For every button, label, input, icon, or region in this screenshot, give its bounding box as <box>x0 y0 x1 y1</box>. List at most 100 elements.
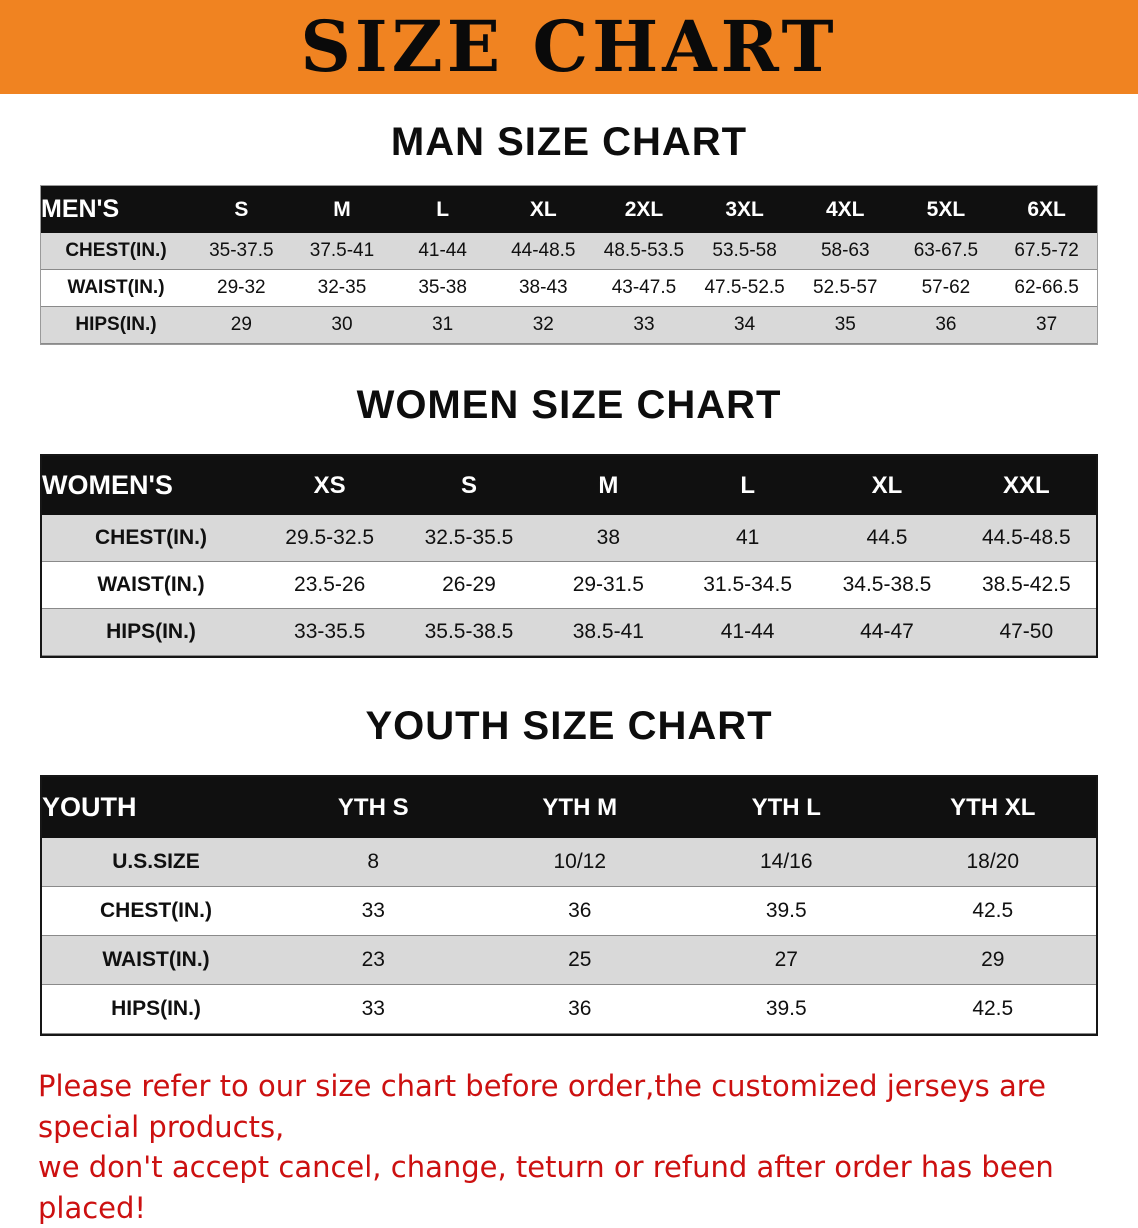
size-value-cell: 32-35 <box>317 277 367 298</box>
col-header-xs: XS <box>313 471 346 499</box>
col-header-yth-xl: YTH XL <box>950 793 1036 821</box>
size-value-cell: 44-48.5 <box>511 240 576 261</box>
size-value-cell: 52.5-57 <box>813 277 878 298</box>
table-row-chest-in: CHEST(IN.) 33 36 39.5 42.5 <box>42 887 1096 936</box>
men-section-heading: MAN SIZE CHART <box>390 120 748 164</box>
youth-size-table: YOUTH YTH S YTH M YTH L YTH XL U.S.SIZE 8 10/12… <box>40 775 1098 1036</box>
size-value-cell: 29 <box>981 948 1005 971</box>
size-value-cell: 29-32 <box>217 277 266 298</box>
size-value-cell: 33 <box>361 997 385 1020</box>
table-row-waist-in: WAIST(IN.) 23.5-26 26-29 29-31.5 31.5-34.5 34… <box>42 562 1096 609</box>
size-value-cell: 34.5-38.5 <box>842 573 932 596</box>
col-header-yth-l: YTH L <box>751 793 821 821</box>
table-header-row: WOMEN'S XS S M L XL XXL <box>42 456 1096 515</box>
women-size-section: WOMEN SIZE CHART WOMEN'S XS S M L XL XXL CHEST(… <box>0 345 1138 658</box>
size-value-cell: 35-38 <box>418 277 467 298</box>
men-size-section: MAN SIZE CHART MEN'S S M L XL 2XL 3XL 4XL 5XL 6XL… <box>0 94 1138 345</box>
row-label-chest-in: CHEST(IN.) <box>100 899 212 922</box>
col-header-2xl: 2XL <box>624 197 664 221</box>
youth-size-section: YOUTH SIZE CHART YOUTH YTH S YTH M YTH L YTH… <box>0 658 1138 1036</box>
col-header-m: M <box>333 197 351 221</box>
table-row-chest-in: CHEST(IN.) 35-37.5 37.5-41 41-44 44-48.5 48.5… <box>41 233 1097 270</box>
row-label-u-s-size: U.S.SIZE <box>112 850 200 873</box>
row-label-chest-in: CHEST(IN.) <box>95 526 207 549</box>
table-header-row: YOUTH YTH S YTH M YTH L YTH XL <box>42 777 1096 838</box>
women-section-heading: WOMEN SIZE CHART <box>356 383 782 427</box>
table-corner-label-men-s: MEN'S <box>41 195 120 223</box>
size-value-cell: 41 <box>735 526 760 549</box>
size-value-cell: 33 <box>633 314 655 335</box>
size-value-cell: 58-63 <box>820 240 870 261</box>
size-value-cell: 57-62 <box>921 277 971 298</box>
size-value-cell: 31 <box>432 314 454 335</box>
table-corner-label-youth: YOUTH <box>42 792 137 822</box>
table-row-hips-in: HIPS(IN.) 29 30 31 32 33 34 35 36 37 <box>41 306 1097 344</box>
size-value-cell: 26-29 <box>442 573 496 596</box>
size-value-cell: 32 <box>532 314 554 335</box>
size-value-cell: 33 <box>361 899 385 922</box>
size-value-cell: 37.5-41 <box>309 240 375 261</box>
size-value-cell: 31.5-34.5 <box>703 573 793 596</box>
size-value-cell: 38.5-41 <box>572 620 644 643</box>
size-value-cell: 42.5 <box>972 899 1014 922</box>
size-value-cell: 36 <box>935 314 957 335</box>
men-size-table: MEN'S S M L XL 2XL 3XL 4XL 5XL 6XL CHEST(IN.) 35-37… <box>40 185 1098 345</box>
size-value-cell: 10/12 <box>553 850 607 873</box>
size-value-cell: 43-47.5 <box>611 277 677 298</box>
size-value-cell: 23.5-26 <box>294 573 366 596</box>
row-label-waist-in: WAIST(IN.) <box>67 277 165 298</box>
size-value-cell: 18/20 <box>966 850 1020 873</box>
col-header-xl: XL <box>529 197 557 221</box>
col-header-l: L <box>436 197 450 221</box>
col-header-s: S <box>234 197 249 221</box>
size-value-cell: 47.5-52.5 <box>704 277 785 298</box>
order-notice: Please refer to our size chart before or… <box>38 1066 1100 1228</box>
size-value-cell: 32.5-35.5 <box>424 526 514 549</box>
size-value-cell: 44.5 <box>866 526 908 549</box>
size-value-cell: 39.5 <box>765 997 807 1020</box>
size-value-cell: 36 <box>568 899 592 922</box>
size-value-cell: 48.5-53.5 <box>603 240 685 261</box>
size-value-cell: 38 <box>596 526 620 549</box>
col-header-yth-m: YTH M <box>542 793 618 821</box>
size-value-cell: 44.5-48.5 <box>981 526 1071 549</box>
size-value-cell: 25 <box>568 948 592 971</box>
row-label-waist-in: WAIST(IN.) <box>102 948 210 971</box>
size-value-cell: 41-44 <box>418 240 467 261</box>
size-value-cell: 30 <box>331 314 353 335</box>
size-value-cell: 39.5 <box>765 899 807 922</box>
size-value-cell: 44-47 <box>860 620 914 643</box>
table-row-chest-in: CHEST(IN.) 29.5-32.5 32.5-35.5 38 41 44.5 44.5… <box>42 515 1096 562</box>
table-row-waist-in: WAIST(IN.) 29-32 32-35 35-38 38-43 43-47.5 47.… <box>41 270 1097 307</box>
size-value-cell: 36 <box>568 997 592 1020</box>
size-value-cell: 34 <box>734 314 756 335</box>
size-value-cell: 38-43 <box>518 277 568 298</box>
page-title: SIZE CHART <box>300 5 838 88</box>
col-header-4xl: 4XL <box>826 197 865 221</box>
size-value-cell: 29-31.5 <box>572 573 644 596</box>
col-header-yth-s: YTH S <box>337 793 409 821</box>
women-size-table: WOMEN'S XS S M L XL XXL CHEST(IN.) 29.5-32.5 32.5… <box>40 454 1098 658</box>
size-value-cell: 35 <box>834 314 856 335</box>
size-value-cell: 35.5-38.5 <box>424 620 514 643</box>
size-value-cell: 33-35.5 <box>294 620 366 643</box>
row-label-chest-in: CHEST(IN.) <box>65 240 167 261</box>
youth-section-heading: YOUTH SIZE CHART <box>365 704 773 748</box>
table-row-hips-in: HIPS(IN.) 33-35.5 35.5-38.5 38.5-41 41-44 44-… <box>42 608 1096 656</box>
col-header-xxl: XXL <box>1002 471 1050 499</box>
size-value-cell: 47-50 <box>999 620 1054 643</box>
size-value-cell: 41-44 <box>720 620 775 643</box>
size-table: MEN'S S M L XL 2XL 3XL 4XL 5XL 6XL CHEST(IN.) 35-37… <box>41 186 1097 344</box>
table-header-row: MEN'S S M L XL 2XL 3XL 4XL 5XL 6XL <box>41 186 1097 233</box>
size-value-cell: 14/16 <box>759 850 813 873</box>
size-value-cell: 38.5-42.5 <box>981 573 1071 596</box>
size-value-cell: 37 <box>1036 314 1058 335</box>
size-value-cell: 29.5-32.5 <box>285 526 375 549</box>
size-value-cell: 8 <box>367 850 380 873</box>
row-label-hips-in: HIPS(IN.) <box>106 620 196 643</box>
size-table: YOUTH YTH S YTH M YTH L YTH XL U.S.SIZE 8 10/12… <box>42 777 1096 1034</box>
size-value-cell: 27 <box>774 948 798 971</box>
size-value-cell: 63-67.5 <box>913 240 979 261</box>
table-corner-label-women-s: WOMEN'S <box>42 470 173 500</box>
